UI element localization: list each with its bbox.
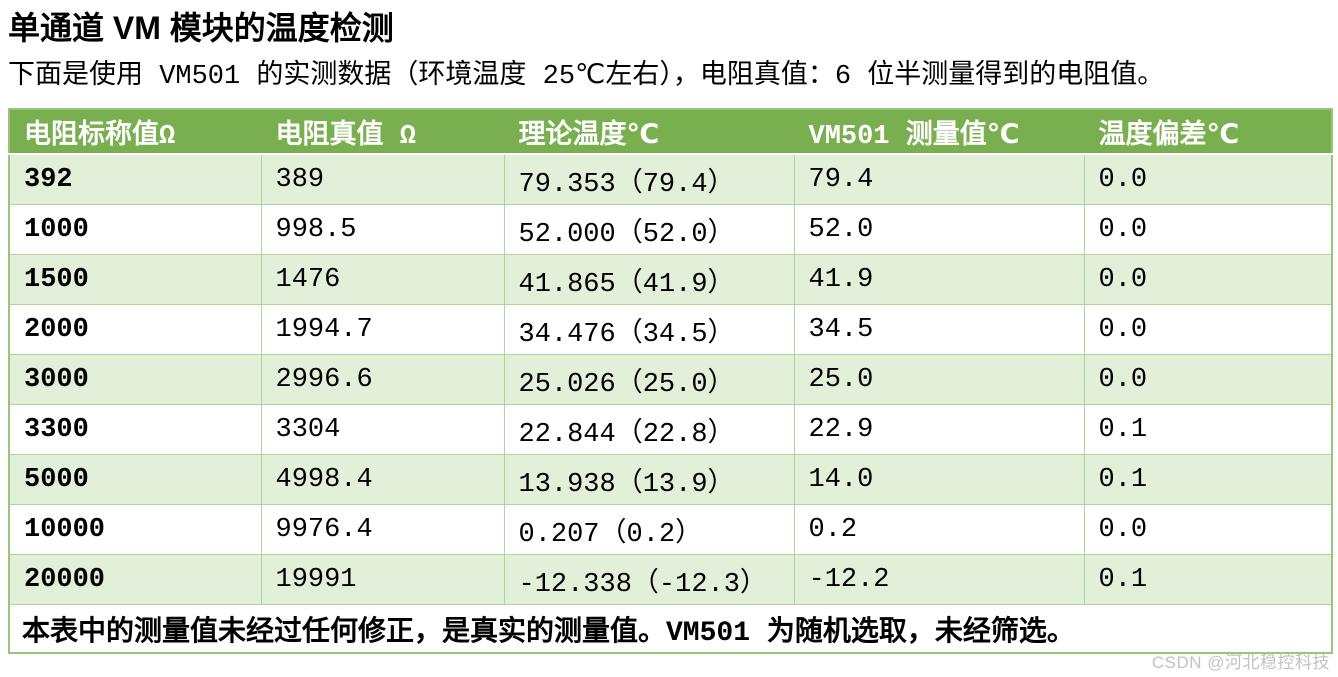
table-cell: 52.000（52.0） xyxy=(503,204,795,255)
page-title: 单通道 VM 模块的温度检测 xyxy=(8,10,394,46)
document-page: 单通道 VM 模块的温度检测 下面是使用 VM501 的实测数据（环境温度 25… xyxy=(8,10,1333,654)
table-cell: 0.1 xyxy=(1083,404,1333,455)
table-cell: 3300 xyxy=(8,404,262,455)
table-row: 1000 998.5 52.000（52.0） 52.0 0.0 xyxy=(8,204,1333,255)
table-cell: 389 xyxy=(260,153,505,205)
column-header: 温度偏差℃ xyxy=(1083,108,1333,155)
table-cell: 79.4 xyxy=(793,153,1085,205)
table-cell: 13.938（13.9） xyxy=(503,454,795,505)
table-cell: 19991 xyxy=(260,554,505,605)
table-row: 2000 1994.7 34.476（34.5） 34.5 0.0 xyxy=(8,304,1333,355)
table-cell: 1500 xyxy=(8,254,262,305)
intro-text: 下面是使用 VM501 的实测数据（环境温度 25℃左右），电阻真值：6 位半测… xyxy=(8,62,1165,92)
watermark: CSDN @河北稳控科技 xyxy=(1151,653,1330,672)
table-footer-note: 本表中的测量值未经过任何修正，是真实的测量值。VM501 为随机选取，未经筛选。 xyxy=(8,604,1333,654)
table-cell: 0.1 xyxy=(1083,454,1333,505)
table-cell: 22.844（22.8） xyxy=(503,404,795,455)
table-cell: 0.207（0.2） xyxy=(503,504,795,555)
table-cell: 4998.4 xyxy=(260,454,505,505)
table-cell: 0.0 xyxy=(1083,153,1333,205)
table-row: 20000 19991 -12.338（-12.3） -12.2 0.1 xyxy=(8,554,1333,605)
table-cell: 41.9 xyxy=(793,254,1085,305)
table-row: 392 389 79.353（79.4） 79.4 0.0 xyxy=(8,153,1333,205)
table-cell: 0.0 xyxy=(1083,254,1333,305)
table-footer-row: 本表中的测量值未经过任何修正，是真实的测量值。VM501 为随机选取，未经筛选。 xyxy=(8,604,1333,654)
table-row: 1500 1476 41.865（41.9） 41.9 0.0 xyxy=(8,254,1333,305)
table-cell: 34.5 xyxy=(793,304,1085,355)
table-cell: 25.026（25.0） xyxy=(503,354,795,405)
table-header-row: 电阻标称值Ω 电阻真值 Ω 理论温度℃ VM501 测量值℃ 温度偏差℃ xyxy=(8,108,1333,155)
table-cell: 0.0 xyxy=(1083,354,1333,405)
table-cell: 3000 xyxy=(8,354,262,405)
table-cell: 25.0 xyxy=(793,354,1085,405)
table-cell: 10000 xyxy=(8,504,262,555)
column-header: 理论温度℃ xyxy=(503,108,795,155)
table-cell: 0.0 xyxy=(1083,304,1333,355)
table-cell: 1476 xyxy=(260,254,505,305)
table-cell: 1000 xyxy=(8,204,262,255)
table-cell: 0.1 xyxy=(1083,554,1333,605)
table-cell: 52.0 xyxy=(793,204,1085,255)
table-cell: 5000 xyxy=(8,454,262,505)
table-cell: -12.338（-12.3） xyxy=(503,554,795,605)
measurement-table: 电阻标称值Ω 电阻真值 Ω 理论温度℃ VM501 测量值℃ 温度偏差℃ 392 389 7… xyxy=(8,108,1333,654)
table-row: 5000 4998.4 13.938（13.9） 14.0 0.1 xyxy=(8,454,1333,505)
table-cell: 41.865（41.9） xyxy=(503,254,795,305)
table-row: 3300 3304 22.844（22.8） 22.9 0.1 xyxy=(8,404,1333,455)
table-cell: 0.0 xyxy=(1083,204,1333,255)
table-cell: 0.2 xyxy=(793,504,1085,555)
table-cell: 34.476（34.5） xyxy=(503,304,795,355)
column-header: 电阻真值 Ω xyxy=(260,108,505,155)
table-cell: 9976.4 xyxy=(260,504,505,555)
column-header: 电阻标称值Ω xyxy=(8,108,262,155)
table-cell: 392 xyxy=(8,153,262,205)
table-cell: -12.2 xyxy=(793,554,1085,605)
column-header: VM501 测量值℃ xyxy=(793,108,1085,155)
table-row: 3000 2996.6 25.026（25.0） 25.0 0.0 xyxy=(8,354,1333,405)
table-cell: 1994.7 xyxy=(260,304,505,355)
table-cell: 2996.6 xyxy=(260,354,505,405)
table-cell: 0.0 xyxy=(1083,504,1333,555)
table-cell: 2000 xyxy=(8,304,262,355)
table-cell: 998.5 xyxy=(260,204,505,255)
table-cell: 79.353（79.4） xyxy=(503,153,795,205)
table-cell: 14.0 xyxy=(793,454,1085,505)
table-cell: 3304 xyxy=(260,404,505,455)
table-cell: 20000 xyxy=(8,554,262,605)
table-cell: 22.9 xyxy=(793,404,1085,455)
table-row: 10000 9976.4 0.207（0.2） 0.2 0.0 xyxy=(8,504,1333,555)
